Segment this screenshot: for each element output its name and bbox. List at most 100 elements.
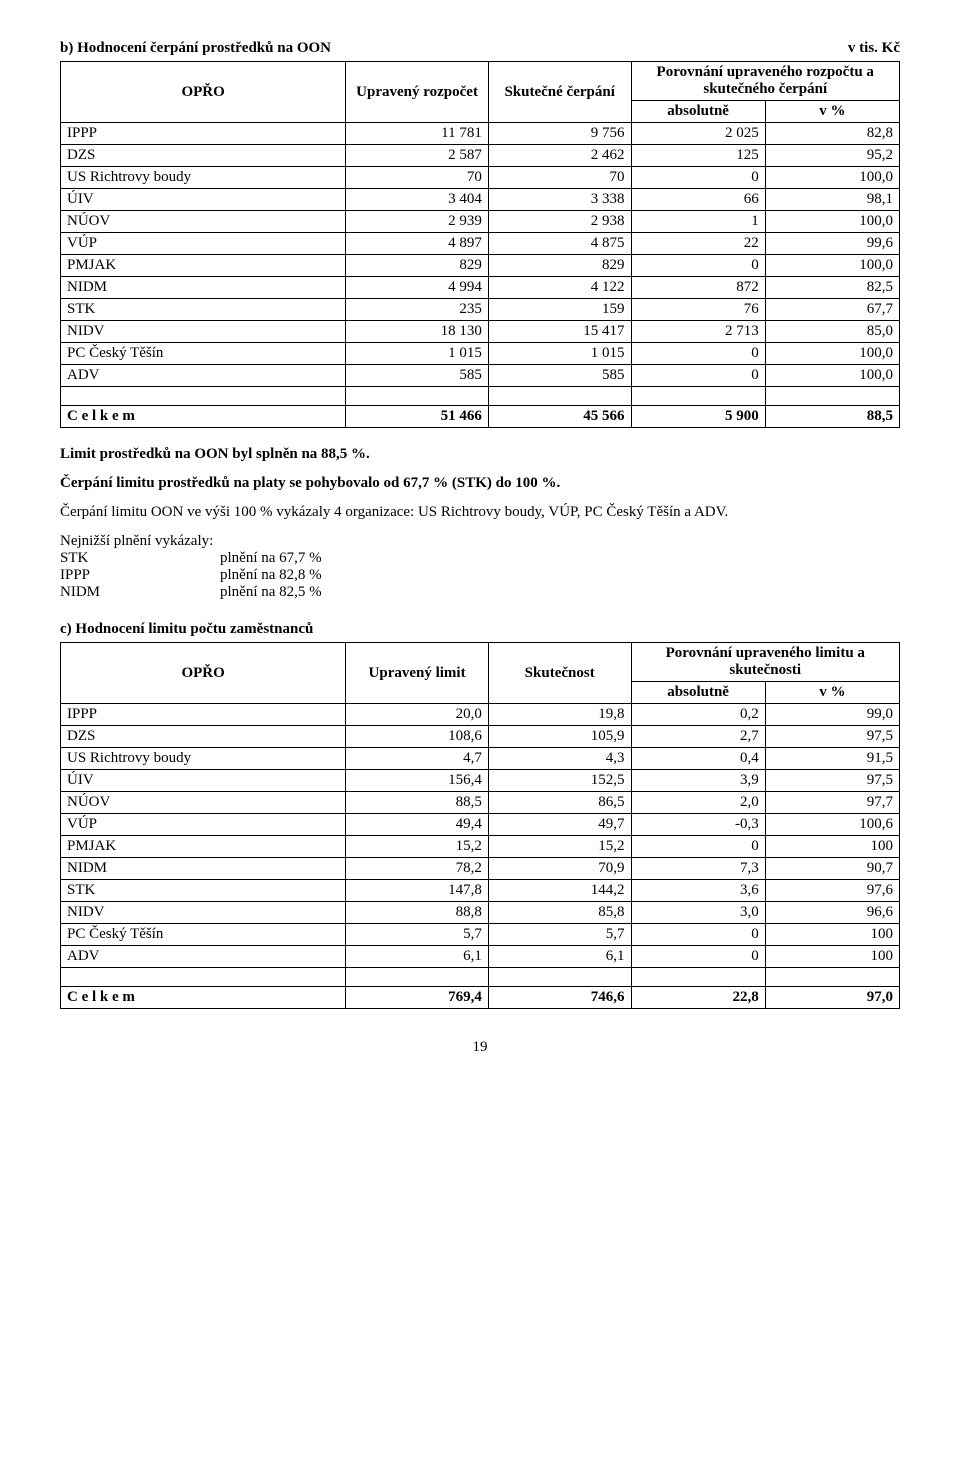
table-row: NIDM78,270,97,390,7 — [61, 858, 900, 880]
table-row: US Richtrovy boudy4,74,30,491,5 — [61, 748, 900, 770]
cell-b: 70 — [488, 167, 631, 189]
cell-c: 2,0 — [631, 792, 765, 814]
plneni-left: STK — [60, 550, 220, 567]
cell-total-b: 45 566 — [488, 406, 631, 428]
table-c: OPŘO Upravený limit Skutečnost Porovnání… — [60, 642, 900, 1009]
table-row: ÚIV156,4152,53,997,5 — [61, 770, 900, 792]
cell-d: 100,0 — [765, 365, 899, 387]
cell-d: 97,6 — [765, 880, 899, 902]
cell-c: 1 — [631, 211, 765, 233]
cell-a: 18 130 — [346, 321, 489, 343]
cell-c: 3,0 — [631, 902, 765, 924]
table-row: STK147,8144,23,697,6 — [61, 880, 900, 902]
cell-label: VÚP — [61, 814, 346, 836]
total-row: C e l k e m51 46645 5665 90088,5 — [61, 406, 900, 428]
cell-a: 78,2 — [346, 858, 489, 880]
cell-total-c: 22,8 — [631, 987, 765, 1009]
cell-label: PC Český Těšín — [61, 924, 346, 946]
cell-c: 872 — [631, 277, 765, 299]
table-row: NIDV88,885,83,096,6 — [61, 902, 900, 924]
para-limit-oon: Limit prostředků na OON byl splněn na 88… — [60, 446, 900, 463]
cell-total-label: C e l k e m — [61, 406, 346, 428]
cell-a: 2 587 — [346, 145, 489, 167]
table-row: NIDV18 13015 4172 71385,0 — [61, 321, 900, 343]
cell-total-b: 746,6 — [488, 987, 631, 1009]
cell-total-a: 769,4 — [346, 987, 489, 1009]
cell-b: 585 — [488, 365, 631, 387]
table-row: IPPP20,019,80,299,0 — [61, 704, 900, 726]
cell-d: 85,0 — [765, 321, 899, 343]
th-c-absolutne: absolutně — [631, 682, 765, 704]
cell-b: 159 — [488, 299, 631, 321]
table-row: PMJAK15,215,20100 — [61, 836, 900, 858]
cell-label: STK — [61, 299, 346, 321]
cell-b: 86,5 — [488, 792, 631, 814]
cell-c: 2,7 — [631, 726, 765, 748]
cell-b: 152,5 — [488, 770, 631, 792]
cell-c: 125 — [631, 145, 765, 167]
table-row: PC Český Těšín5,75,70100 — [61, 924, 900, 946]
spacer-row — [61, 387, 900, 406]
cell-a: 4,7 — [346, 748, 489, 770]
cell-total-d: 88,5 — [765, 406, 899, 428]
table-row: NIDM4 9944 12287282,5 — [61, 277, 900, 299]
cell-c: 3,9 — [631, 770, 765, 792]
cell-a: 2 939 — [346, 211, 489, 233]
cell-b: 5,7 — [488, 924, 631, 946]
cell-c: 0 — [631, 365, 765, 387]
plneni-line: STKplnění na 67,7 % — [60, 550, 900, 567]
cell-d: 95,2 — [765, 145, 899, 167]
plneni-intro: Nejnižší plnění vykázaly: — [60, 533, 900, 550]
plneni-left: NIDM — [60, 584, 220, 601]
cell-b: 6,1 — [488, 946, 631, 968]
th-absolutne: absolutně — [631, 101, 765, 123]
cell-d: 91,5 — [765, 748, 899, 770]
cell-b: 2 938 — [488, 211, 631, 233]
cell-b: 144,2 — [488, 880, 631, 902]
cell-a: 6,1 — [346, 946, 489, 968]
cell-a: 235 — [346, 299, 489, 321]
th-c-vpct: v % — [765, 682, 899, 704]
cell-b: 4,3 — [488, 748, 631, 770]
total-row: C e l k e m769,4746,622,897,0 — [61, 987, 900, 1009]
th-vpct: v % — [765, 101, 899, 123]
cell-c: 66 — [631, 189, 765, 211]
cell-a: 156,4 — [346, 770, 489, 792]
cell-a: 11 781 — [346, 123, 489, 145]
table-row: DZS108,6105,92,797,5 — [61, 726, 900, 748]
cell-label: DZS — [61, 726, 346, 748]
cell-a: 1 015 — [346, 343, 489, 365]
cell-label: NÚOV — [61, 211, 346, 233]
cell-label: DZS — [61, 145, 346, 167]
cell-label: IPPP — [61, 123, 346, 145]
cell-d: 90,7 — [765, 858, 899, 880]
cell-a: 49,4 — [346, 814, 489, 836]
cell-label: PMJAK — [61, 255, 346, 277]
cell-d: 100,6 — [765, 814, 899, 836]
table-row: ADV5855850100,0 — [61, 365, 900, 387]
cell-b: 3 338 — [488, 189, 631, 211]
cell-label: PC Český Těšín — [61, 343, 346, 365]
cell-label: IPPP — [61, 704, 346, 726]
cell-a: 585 — [346, 365, 489, 387]
para-cerpani-oon: Čerpání limitu OON ve výši 100 % vykázal… — [60, 504, 900, 521]
cell-d: 97,7 — [765, 792, 899, 814]
page-number: 19 — [60, 1039, 900, 1056]
cell-b: 4 875 — [488, 233, 631, 255]
section-b-title: b) Hodnocení čerpání prostředků na OON v… — [60, 40, 900, 57]
cell-d: 96,6 — [765, 902, 899, 924]
cell-c: 0 — [631, 924, 765, 946]
table-row: PMJAK8298290100,0 — [61, 255, 900, 277]
cell-b: 19,8 — [488, 704, 631, 726]
cell-b: 2 462 — [488, 145, 631, 167]
cell-c: 2 025 — [631, 123, 765, 145]
cell-a: 3 404 — [346, 189, 489, 211]
cell-label: US Richtrovy boudy — [61, 748, 346, 770]
table-row: VÚP4 8974 8752299,6 — [61, 233, 900, 255]
cell-c: 0,2 — [631, 704, 765, 726]
table-row: PC Český Těšín1 0151 0150100,0 — [61, 343, 900, 365]
cell-d: 100 — [765, 836, 899, 858]
section-c-title: c) Hodnocení limitu počtu zaměstnanců — [60, 621, 900, 638]
cell-b: 15 417 — [488, 321, 631, 343]
cell-d: 82,5 — [765, 277, 899, 299]
